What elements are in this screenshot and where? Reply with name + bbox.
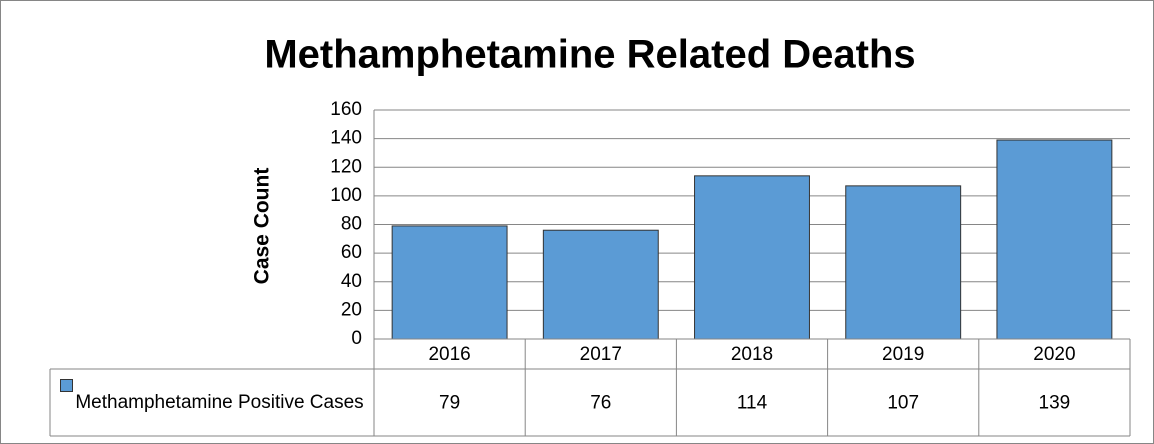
table-value: 107 xyxy=(887,393,919,414)
bar xyxy=(845,185,962,340)
y-tick-label: 40 xyxy=(341,271,362,292)
y-tick-label: 20 xyxy=(341,299,362,320)
y-tick-label: 140 xyxy=(330,128,362,149)
x-tick-label: 2018 xyxy=(731,344,773,365)
y-tick-label: 0 xyxy=(351,328,362,349)
y-tick-label: 80 xyxy=(341,214,362,235)
bar xyxy=(694,175,810,340)
table-value: 114 xyxy=(737,393,768,414)
y-tick-label: 160 xyxy=(330,99,362,120)
bar xyxy=(542,229,659,340)
table-value: 76 xyxy=(590,393,611,414)
y-axis-label: Case Count xyxy=(251,168,274,285)
legend-swatch xyxy=(60,379,74,392)
bar xyxy=(996,139,1113,340)
y-tick-label: 120 xyxy=(330,156,362,177)
x-tick-label: 2017 xyxy=(580,344,622,365)
y-tick-label: 100 xyxy=(330,185,362,206)
bar xyxy=(391,225,508,340)
table-value: 79 xyxy=(439,393,460,414)
legend-entry: Methamphetamine Positive Cases xyxy=(52,373,372,432)
chart-title: Methamphetamine Related Deaths xyxy=(264,33,915,77)
y-tick-label: 60 xyxy=(341,242,362,263)
legend-label: Methamphetamine Positive Cases xyxy=(75,391,364,413)
x-tick-label: 2016 xyxy=(428,344,470,365)
x-tick-label: 2019 xyxy=(882,344,924,365)
x-tick-label: 2020 xyxy=(1033,344,1075,365)
legend-cell: Methamphetamine Positive Cases xyxy=(52,373,372,432)
table-value: 139 xyxy=(1039,393,1071,414)
